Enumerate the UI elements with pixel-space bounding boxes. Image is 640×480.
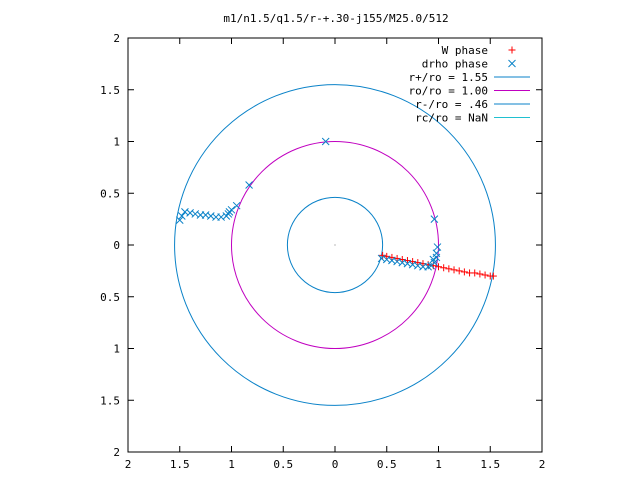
drho-phase-point	[245, 181, 253, 189]
axis-ticks: 2 1.5 1 0.5 0 0.5 1 1.5 221.510.500.511.52	[100, 32, 545, 471]
origin-dot	[334, 244, 336, 246]
legend-marker-sample	[508, 59, 516, 68]
x-tick-label: 0	[332, 458, 339, 471]
circle-1.55	[174, 84, 496, 406]
y-tick-label: 2	[113, 446, 120, 459]
circle-1	[231, 141, 439, 349]
legend-label: W phase	[442, 44, 488, 57]
chart-title: m1/n1.5/q1.5/r-+.30-j155/M25.0/512	[223, 12, 448, 25]
drho-phase-point	[212, 213, 220, 221]
x-tick-label: 2	[125, 458, 132, 471]
drho-phase-point	[206, 212, 215, 220]
y-tick-label: 0.5	[100, 187, 120, 200]
w-phase-point	[471, 269, 479, 277]
data-points	[175, 137, 497, 280]
drho-phase-point	[225, 208, 234, 216]
legend-label: rc/ro = NaN	[415, 112, 488, 125]
x-tick-label: 1	[228, 458, 235, 471]
drho-phase-point	[433, 243, 442, 251]
w-phase-point	[440, 264, 448, 272]
drho-phase-point	[429, 255, 438, 264]
w-phase-point	[476, 270, 484, 278]
drho-phase-point	[432, 249, 441, 258]
w-phase-point	[445, 265, 453, 273]
drho-phase-point	[175, 216, 184, 225]
legend-label: drho phase	[422, 58, 488, 71]
x-tick-label: 2	[539, 458, 546, 471]
w-phase-point	[435, 263, 442, 271]
w-phase-point	[450, 266, 458, 274]
w-phase-point	[481, 271, 489, 279]
y-tick-label: 2	[113, 32, 120, 45]
w-phase-point	[455, 267, 463, 275]
legend-marker-sample	[508, 46, 516, 54]
y-tick-label: 1	[113, 136, 120, 149]
x-tick-label: 1	[435, 458, 442, 471]
drho-phase-point	[232, 201, 241, 210]
y-tick-label: 0.5	[100, 291, 120, 304]
y-tick-label: 1	[113, 343, 120, 356]
legend-label: r-/ro = .46	[415, 98, 488, 111]
drho-phase-point	[191, 210, 200, 218]
circle-0.46	[286, 196, 384, 294]
w-phase-point	[489, 272, 497, 280]
w-phase-point	[460, 268, 468, 276]
legend-label: ro/ro = 1.00	[409, 85, 488, 98]
x-tick-label: 1.5	[170, 458, 190, 471]
circle-curves	[174, 84, 496, 406]
w-phase-point	[409, 258, 417, 266]
w-phase-point	[414, 259, 422, 267]
legend-label: r+/ro = 1.55	[409, 71, 488, 84]
drho-phase-point	[177, 212, 186, 220]
drho-phase-point	[321, 137, 330, 146]
x-tick-label: 0.5	[377, 458, 397, 471]
drho-phase-point	[222, 212, 231, 220]
y-tick-label: 1.5	[100, 84, 120, 97]
y-tick-label: 1.5	[100, 394, 120, 407]
x-tick-label: 0.5	[273, 458, 293, 471]
x-tick-label: 1.5	[480, 458, 500, 471]
y-tick-label: 0	[113, 239, 120, 252]
drho-phase-point	[430, 215, 439, 223]
drho-phase-point	[186, 209, 194, 217]
w-phase-point	[383, 252, 391, 260]
w-phase-point	[403, 257, 411, 265]
w-phase-point	[398, 255, 406, 263]
drho-phase-point	[181, 208, 189, 216]
w-phase-point	[388, 253, 396, 261]
w-phase-point	[393, 254, 401, 262]
drho-phase-point	[196, 211, 205, 219]
